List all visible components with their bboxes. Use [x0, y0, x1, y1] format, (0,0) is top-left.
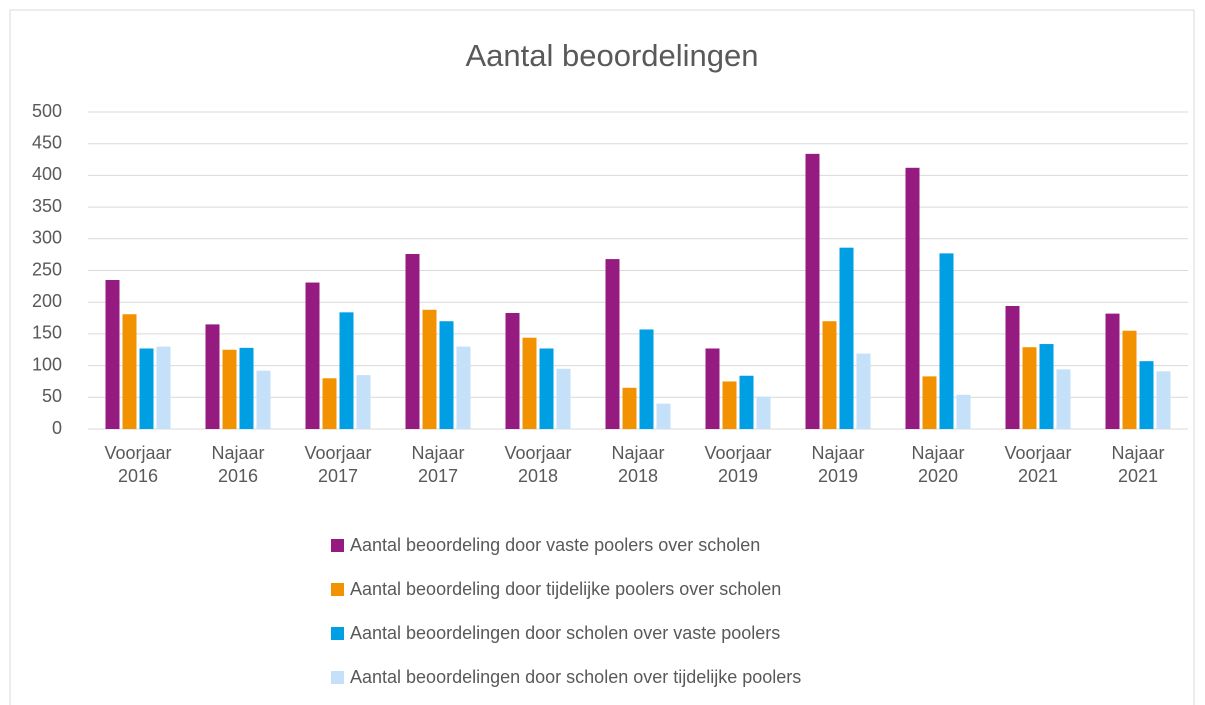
- x-tick-label: Najaar 2017: [411, 443, 465, 486]
- chart-title: Aantal beoordelingen: [465, 38, 758, 73]
- bar: [939, 253, 954, 429]
- bar: [639, 329, 654, 429]
- bar: [1039, 344, 1054, 429]
- bar: [805, 153, 820, 429]
- bar: [222, 349, 237, 429]
- y-tick-label: 500: [32, 101, 62, 121]
- legend-label: Aantal beoordelingen door scholen over t…: [350, 667, 801, 687]
- bar: [1022, 347, 1037, 429]
- bar: [605, 259, 620, 429]
- x-tick-label: Voorjaar 2018: [504, 443, 572, 486]
- bar: [1005, 306, 1020, 429]
- bar: [256, 370, 271, 429]
- y-tick-label: 250: [32, 259, 62, 279]
- x-tick-label: Najaar 2016: [211, 443, 265, 486]
- bar: [1105, 313, 1120, 429]
- bar: [405, 254, 420, 429]
- x-tick-label: Voorjaar 2021: [1004, 443, 1072, 486]
- bar: [356, 375, 371, 429]
- x-tick-label: Najaar 2021: [1111, 443, 1165, 486]
- legend-swatch: [331, 583, 344, 596]
- bar: [522, 337, 537, 429]
- x-tick-label: Voorjaar 2019: [704, 443, 772, 486]
- bar: [656, 403, 671, 429]
- bar: [1139, 361, 1154, 429]
- y-tick-label: 450: [32, 132, 62, 152]
- bar: [156, 346, 171, 429]
- x-tick-label: Najaar 2020: [911, 443, 965, 486]
- bar: [239, 347, 254, 429]
- bar: [856, 353, 871, 429]
- bar: [622, 387, 637, 429]
- bar: [105, 280, 120, 429]
- legend-swatch: [331, 539, 344, 552]
- bar: [505, 312, 520, 429]
- bar: [822, 321, 837, 429]
- y-tick-label: 100: [32, 354, 62, 374]
- y-tick-label: 300: [32, 228, 62, 248]
- bar: [556, 368, 571, 429]
- x-tick-label: Voorjaar 2016: [104, 443, 172, 486]
- legend-label: Aantal beoordelingen door scholen over v…: [350, 623, 780, 643]
- bar: [339, 312, 354, 429]
- legend-swatch: [331, 671, 344, 684]
- bar: [439, 321, 454, 429]
- x-tick-label: Voorjaar 2017: [304, 443, 372, 486]
- bar: [922, 376, 937, 429]
- bar: [139, 348, 154, 429]
- x-tick-label: Najaar 2019: [811, 443, 865, 486]
- chart-border: [9, 9, 1195, 705]
- bar: [956, 394, 971, 429]
- bar: [756, 396, 771, 429]
- bar: [422, 309, 437, 429]
- bar: [739, 375, 754, 429]
- bar: [1056, 369, 1071, 429]
- bar: [205, 324, 220, 429]
- legend-label: Aantal beoordeling door tijdelijke poole…: [350, 579, 781, 599]
- bar: [905, 167, 920, 430]
- legend-swatch: [331, 627, 344, 640]
- bar: [456, 346, 471, 429]
- bar: [839, 247, 854, 429]
- x-tick-label: Najaar 2018: [611, 443, 665, 486]
- y-tick-label: 400: [32, 164, 62, 184]
- y-tick-label: 150: [32, 323, 62, 343]
- bar: [1122, 330, 1137, 429]
- y-tick-label: 200: [32, 291, 62, 311]
- bar: [722, 381, 737, 429]
- y-tick-label: 350: [32, 196, 62, 216]
- bar: [305, 282, 320, 429]
- y-tick-label: 0: [52, 418, 62, 438]
- bar: [705, 348, 720, 429]
- bar: [322, 378, 337, 429]
- y-tick-label: 50: [42, 386, 62, 406]
- bar: [122, 314, 137, 429]
- bar: [539, 348, 554, 429]
- legend-label: Aantal beoordeling door vaste poolers ov…: [350, 535, 760, 555]
- bar: [1156, 371, 1171, 429]
